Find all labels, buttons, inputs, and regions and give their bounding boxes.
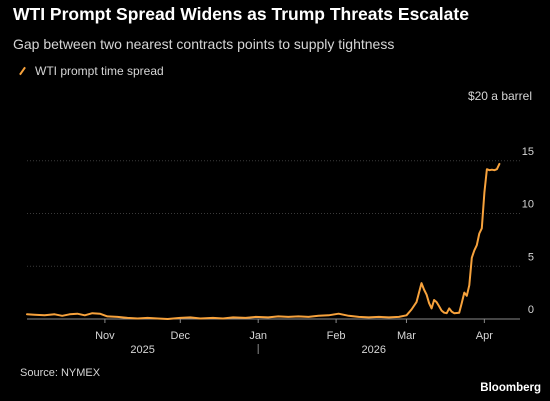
x-tick-label: Jan (249, 330, 267, 342)
y-axis-ticks: 0 5 10 15 (522, 146, 534, 316)
bloomberg-logo: Bloomberg (480, 382, 541, 394)
x-year-label: 2026 (362, 344, 386, 356)
x-tick-label: Dec (171, 330, 191, 342)
series-line-wti-prompt-spread (26, 162, 501, 320)
x-tick-label: Feb (327, 330, 346, 342)
source-note: Source: NYMEX (20, 367, 101, 379)
y-tick-label: 5 (528, 251, 534, 263)
series-lines (26, 162, 501, 320)
x-tick-label: Apr (476, 330, 493, 342)
gridlines (27, 160, 520, 320)
x-axis-ticks: Nov Dec Jan Feb Mar Apr 2025 2026 (95, 319, 493, 356)
x-tick-label: Mar (397, 330, 416, 342)
legend-label: WTI prompt time spread (35, 64, 164, 78)
chart-title: WTI Prompt Spread Widens as Trump Threat… (13, 4, 469, 24)
y-tick-label: 10 (522, 199, 534, 211)
chart-subtitle: Gap between two nearest contracts points… (13, 36, 395, 52)
x-tick-label: Nov (95, 330, 115, 342)
y-axis-unit-label: $20 a barrel (467, 89, 532, 103)
y-tick-label: 0 (528, 304, 534, 316)
x-year-label: 2025 (130, 344, 154, 356)
y-tick-label: 15 (522, 146, 534, 158)
legend: WTI prompt time spread (18, 64, 164, 78)
